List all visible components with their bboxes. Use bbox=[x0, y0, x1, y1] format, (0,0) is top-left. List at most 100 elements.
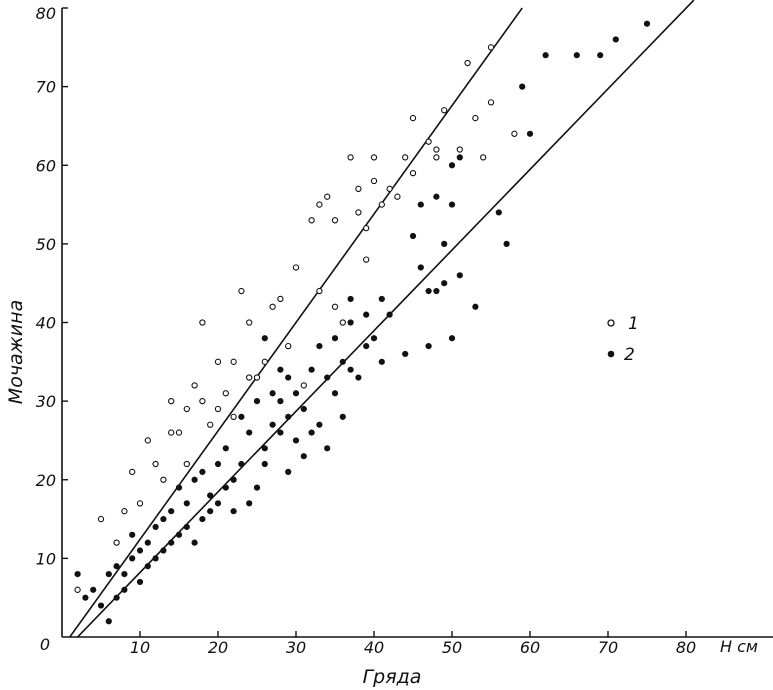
point-series-1-38 bbox=[331, 303, 339, 310]
point-series-1-32 bbox=[300, 382, 307, 389]
point-series-2-88 bbox=[441, 240, 448, 247]
point-series-2-76 bbox=[378, 358, 385, 365]
point-series-2-40 bbox=[246, 500, 253, 507]
point-series-1-24 bbox=[246, 319, 253, 326]
point-series-2-43 bbox=[253, 398, 261, 405]
y-tick-label-80: 80 bbox=[36, 4, 56, 23]
point-series-1-16 bbox=[199, 397, 206, 405]
point-series-2-71 bbox=[347, 295, 354, 303]
point-series-2-49 bbox=[277, 429, 284, 436]
point-series-1-54 bbox=[433, 154, 440, 161]
point-series-2-3 bbox=[97, 602, 105, 609]
point-series-2-72 bbox=[355, 374, 362, 381]
x-tick-label-80: 80 bbox=[676, 638, 696, 657]
point-series-1-5 bbox=[136, 500, 144, 507]
point-series-2-2 bbox=[90, 586, 97, 593]
point-series-1-20 bbox=[222, 390, 229, 397]
point-series-2-85 bbox=[433, 287, 440, 295]
point-series-1-1 bbox=[97, 515, 105, 523]
point-series-2-77 bbox=[378, 295, 385, 303]
point-series-2-67 bbox=[339, 413, 346, 420]
point-series-2-64 bbox=[324, 374, 331, 381]
point-series-2-30 bbox=[207, 508, 214, 515]
point-series-1-41 bbox=[355, 185, 362, 192]
y-tick-label-50: 50 bbox=[36, 235, 56, 254]
data-points bbox=[74, 20, 651, 625]
point-series-2-26 bbox=[191, 539, 198, 546]
point-series-1-43 bbox=[363, 256, 370, 263]
point-series-2-63 bbox=[324, 445, 331, 452]
point-series-1-10 bbox=[168, 397, 175, 405]
point-series-2-7 bbox=[113, 563, 120, 570]
point-series-2-65 bbox=[331, 390, 339, 397]
point-series-1-12 bbox=[183, 460, 190, 468]
point-series-1-28 bbox=[269, 303, 276, 310]
point-series-2-92 bbox=[456, 272, 463, 279]
point-series-1-8 bbox=[160, 476, 167, 483]
fit-line-series-2 bbox=[77, 0, 695, 638]
point-series-1-47 bbox=[378, 201, 385, 208]
point-series-2-101 bbox=[597, 52, 604, 59]
x-tick-label-40: 40 bbox=[364, 638, 384, 657]
x-tick-label-20: 20 bbox=[208, 638, 228, 657]
legend-marker-series-2 bbox=[607, 350, 615, 358]
x-tick-label-10: 10 bbox=[130, 638, 150, 657]
legend-label-series-1: 1 bbox=[628, 314, 639, 334]
point-series-2-50 bbox=[277, 398, 284, 405]
point-series-2-27 bbox=[191, 476, 198, 483]
point-series-1-46 bbox=[370, 154, 378, 161]
point-series-1-2 bbox=[113, 539, 120, 546]
point-series-2-12 bbox=[136, 578, 144, 586]
point-series-2-8 bbox=[121, 586, 128, 593]
point-series-2-32 bbox=[214, 500, 222, 507]
point-series-2-62 bbox=[316, 342, 323, 350]
point-series-2-15 bbox=[144, 539, 151, 546]
point-series-2-87 bbox=[441, 280, 448, 287]
point-series-2-48 bbox=[269, 390, 276, 397]
point-series-1-63 bbox=[511, 130, 518, 137]
x-tick-label-70: 70 bbox=[598, 638, 618, 657]
point-series-2-13 bbox=[136, 547, 144, 554]
point-series-2-22 bbox=[175, 531, 183, 538]
x-tick-label-60: 60 bbox=[520, 638, 540, 657]
point-series-2-37 bbox=[230, 508, 237, 515]
point-series-1-19 bbox=[214, 405, 222, 413]
point-series-1-0 bbox=[74, 586, 81, 593]
point-series-2-52 bbox=[285, 468, 292, 475]
point-series-1-6 bbox=[144, 437, 151, 444]
legend-marker-series-1 bbox=[607, 319, 615, 327]
point-series-1-49 bbox=[394, 193, 401, 200]
y-tick-label-30: 30 bbox=[36, 392, 56, 411]
x-tick-label-30: 30 bbox=[286, 638, 306, 657]
point-series-2-78 bbox=[386, 311, 393, 318]
point-series-1-56 bbox=[441, 107, 448, 114]
point-series-1-11 bbox=[175, 429, 183, 436]
point-series-2-34 bbox=[222, 484, 229, 491]
point-series-2-98 bbox=[526, 130, 534, 137]
point-series-1-3 bbox=[121, 508, 128, 515]
point-series-2-57 bbox=[300, 453, 307, 460]
point-series-2-44 bbox=[261, 460, 268, 468]
point-series-2-94 bbox=[472, 303, 479, 310]
point-series-1-53 bbox=[425, 138, 432, 145]
x-axis-unit-label: H см bbox=[720, 637, 758, 656]
origin-label: 0 bbox=[40, 635, 50, 654]
point-series-1-34 bbox=[316, 201, 323, 208]
point-series-2-58 bbox=[300, 405, 307, 413]
point-series-1-26 bbox=[253, 374, 261, 381]
point-series-2-31 bbox=[207, 492, 214, 499]
point-series-1-4 bbox=[129, 468, 136, 476]
point-series-1-7 bbox=[152, 460, 159, 468]
point-series-2-54 bbox=[285, 374, 292, 381]
point-series-2-93 bbox=[456, 154, 463, 161]
point-series-1-60 bbox=[480, 154, 487, 161]
point-series-1-21 bbox=[230, 358, 237, 365]
point-series-1-40 bbox=[347, 154, 354, 161]
point-series-1-50 bbox=[402, 154, 409, 161]
point-series-2-23 bbox=[175, 484, 183, 491]
point-series-2-82 bbox=[417, 201, 424, 208]
point-series-2-70 bbox=[347, 319, 354, 326]
point-series-2-25 bbox=[183, 500, 190, 507]
x-axis-title: Гряда bbox=[363, 666, 422, 688]
